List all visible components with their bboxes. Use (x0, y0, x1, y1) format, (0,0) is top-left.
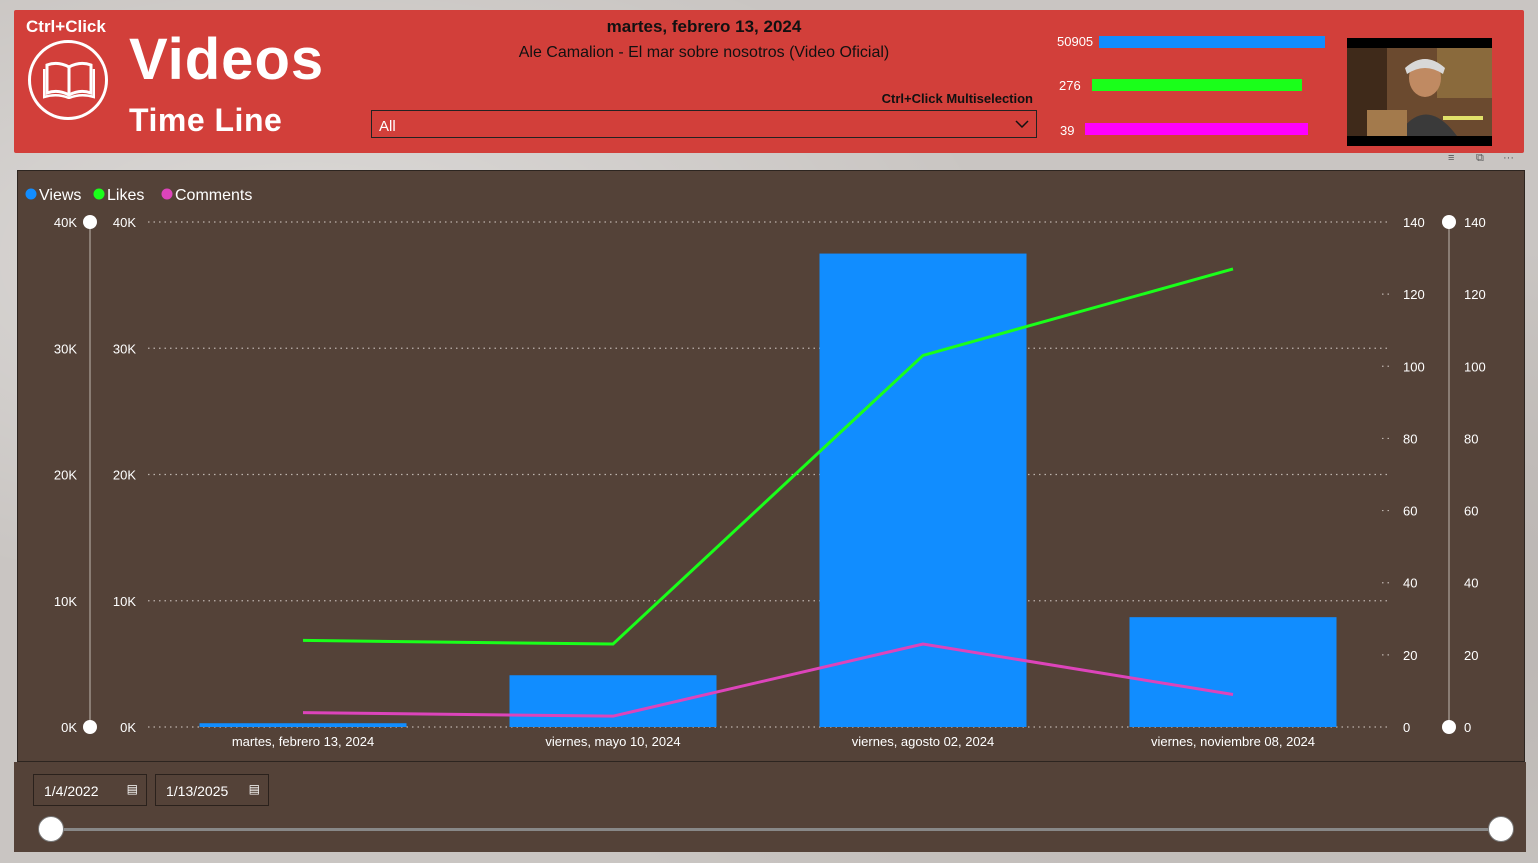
start-date-input[interactable]: 1/4/2022 ▤ (33, 774, 147, 806)
legend-marker (93, 188, 105, 200)
book-icon[interactable] (28, 40, 108, 120)
chevron-down-icon (1015, 120, 1029, 129)
y-left-outer-tick-label: 10K (54, 594, 77, 609)
timeline-chart: Views Likes Comments 0K 0K 10K 10K 20K 20K 30K 30K… (25, 187, 1486, 749)
selected-date: martes, febrero 13, 2024 (606, 17, 802, 36)
y-right-outer-tick-label: 20 (1464, 648, 1478, 663)
views-bar (199, 723, 407, 727)
timeline-chart-panel: Views Likes Comments 0K 0K 10K 10K 20K 20K 30K 30K… (17, 170, 1525, 762)
y-right-tick-label: 100 (1403, 359, 1425, 374)
y-left-tick-label: 40K (113, 215, 136, 230)
y-right-outer-tick-label: 0 (1464, 720, 1471, 735)
end-date-input[interactable]: 1/13/2025 ▤ (155, 774, 269, 806)
y-right-outer-tick-label: 120 (1464, 287, 1486, 302)
y-right-outer-tick-label: 60 (1464, 504, 1478, 519)
y-right-tick-label: 140 (1403, 215, 1425, 230)
y-right-tick-label: 40 (1403, 576, 1417, 591)
y-left-slider-max-handle (83, 215, 97, 229)
likes-stat-bar (1092, 79, 1302, 91)
y-right-tick-label: 20 (1403, 648, 1417, 663)
y-right-tick-label: 0 (1403, 720, 1410, 735)
y-left-outer-tick-label: 40K (54, 215, 77, 230)
y-right-tick-label: 60 (1403, 504, 1417, 519)
range-end-handle[interactable] (1488, 816, 1514, 842)
y-right-outer-tick-label: 100 (1464, 359, 1486, 374)
start-date-value: 1/4/2022 (44, 783, 99, 799)
filter-icon[interactable]: ≡ (1448, 152, 1455, 164)
y-left-tick-label: 30K (113, 341, 136, 356)
page-subtitle: Time Line (129, 102, 283, 138)
y-left-outer-tick-label: 20K (54, 468, 77, 483)
comments-line (302, 642, 1234, 718)
legend-label: Comments (175, 187, 252, 204)
video-thumbnail[interactable] (1347, 38, 1492, 146)
views-stat-bar (1099, 36, 1325, 48)
likes-line (302, 267, 1234, 646)
legend-marker (25, 188, 37, 200)
legend-label: Views (39, 187, 81, 204)
date-range-slicer: 1/4/2022 ▤ 1/13/2025 ▤ (14, 762, 1526, 852)
x-tick-label: martes, febrero 13, 2024 (232, 734, 374, 749)
y-right-tick-label: 120 (1403, 287, 1425, 302)
ctrl-click-hint: Ctrl+Click (26, 17, 106, 36)
likes-stat-label: 276 (1059, 78, 1081, 93)
selected-video-title: Ale Camalion - El mar sobre nosotros (Vi… (518, 44, 890, 61)
legend-marker (161, 188, 173, 200)
more-options-icon[interactable]: ··· (1503, 152, 1514, 164)
multiselect-hint: Ctrl+Click Multiselection (881, 91, 1033, 106)
calendar-icon[interactable]: ▤ (248, 782, 260, 796)
y-left-tick-label: 20K (113, 468, 136, 483)
range-start-handle[interactable] (38, 816, 64, 842)
end-date-value: 1/13/2025 (166, 783, 229, 799)
y-right-outer-tick-label: 80 (1464, 431, 1478, 446)
date-range-track[interactable] (52, 828, 1501, 831)
comments-stat-label: 39 (1060, 123, 1075, 138)
focus-mode-icon[interactable]: ⧉ (1476, 152, 1484, 164)
x-tick-label: viernes, agosto 02, 2024 (852, 734, 994, 749)
video-filter-dropdown[interactable]: All (371, 110, 1037, 138)
views-bar (1129, 617, 1337, 727)
y-left-outer-tick-label: 30K (54, 341, 77, 356)
y-left-slider-min-handle (83, 720, 97, 734)
calendar-icon[interactable]: ▤ (126, 782, 138, 796)
y-left-tick-label: 10K (113, 594, 136, 609)
x-tick-label: viernes, mayo 10, 2024 (545, 734, 680, 749)
legend-label: Likes (107, 187, 144, 204)
y-right-slider-max-handle (1442, 215, 1456, 229)
y-left-outer-tick-label: 0K (61, 720, 77, 735)
y-right-outer-tick-label: 140 (1464, 215, 1486, 230)
x-tick-label: viernes, noviembre 08, 2024 (1151, 734, 1315, 749)
views-bar (509, 675, 717, 727)
y-right-tick-label: 80 (1403, 431, 1417, 446)
page-title: Videos (129, 27, 325, 92)
views-stat-label: 50905 (1057, 34, 1094, 49)
dropdown-selected-value: All (379, 118, 396, 135)
y-right-outer-tick-label: 40 (1464, 576, 1478, 591)
comments-stat-bar (1085, 123, 1309, 135)
y-left-tick-label: 0K (120, 720, 136, 735)
views-bar (819, 253, 1027, 727)
header-banner: Ctrl+Click Videos Time Line martes, febr… (14, 10, 1524, 153)
y-right-slider-min-handle (1442, 720, 1456, 734)
